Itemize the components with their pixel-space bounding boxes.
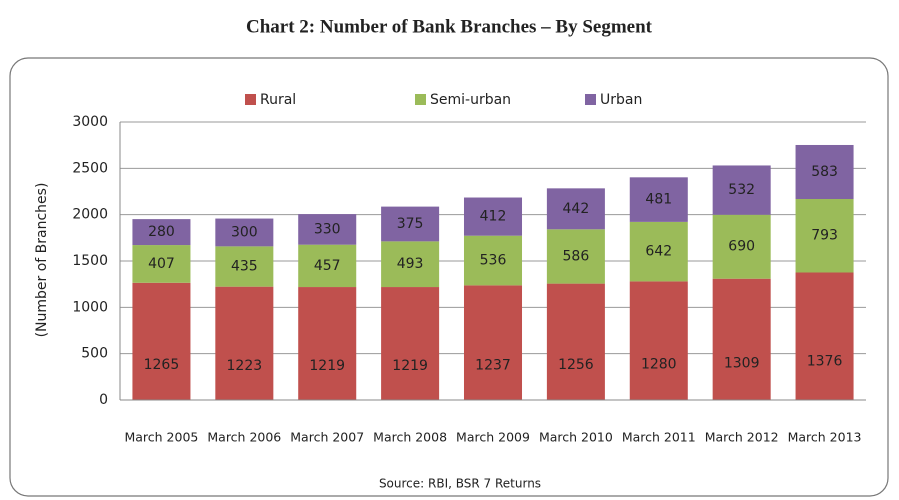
bar-segment <box>298 244 357 288</box>
legend-label: Urban <box>600 92 642 108</box>
data-label: 1376 <box>807 354 843 370</box>
bar-segment <box>381 287 440 400</box>
chart-frame <box>9 57 889 497</box>
legend-label: Semi-urban <box>430 92 511 108</box>
y-tick-label: 1500 <box>72 253 108 269</box>
bar-segment <box>381 241 440 288</box>
data-label: 642 <box>645 244 672 260</box>
bar-segment <box>629 281 688 400</box>
data-label: 586 <box>563 248 590 264</box>
data-label: 412 <box>480 209 507 225</box>
x-tick-label: March 2008 <box>373 430 447 445</box>
bar-segment <box>298 287 357 400</box>
data-label: 1309 <box>724 356 760 372</box>
bar-segment <box>132 282 191 400</box>
data-label: 1237 <box>475 358 511 374</box>
bar-segment <box>795 144 854 200</box>
y-tick-label: 2500 <box>72 160 108 176</box>
bar-segment <box>215 218 274 247</box>
data-label: 493 <box>397 256 424 272</box>
x-tick-label: March 2010 <box>539 430 613 445</box>
data-label: 407 <box>148 256 175 272</box>
bar-segment <box>132 245 191 283</box>
bar-segment <box>712 214 771 279</box>
bar-segment <box>546 283 605 400</box>
data-label: 435 <box>231 259 258 275</box>
legend-label: Rural <box>260 92 296 108</box>
data-label: 690 <box>728 239 755 255</box>
data-label: 481 <box>645 192 672 208</box>
bar-segment <box>298 214 357 245</box>
data-label: 536 <box>480 253 507 269</box>
source-note: Source: RBI, BSR 7 Returns <box>379 477 541 491</box>
data-label: 1265 <box>144 357 180 373</box>
data-label: 793 <box>811 228 838 244</box>
data-label: 583 <box>811 164 838 180</box>
data-label: 532 <box>728 182 755 198</box>
bar-segment <box>463 197 523 236</box>
legend-swatch <box>415 94 426 105</box>
bar-segment <box>795 272 854 400</box>
x-tick-label: March 2013 <box>788 430 862 445</box>
bar-segment <box>215 246 274 287</box>
legend-swatch <box>585 94 596 105</box>
bar-segment <box>712 278 771 400</box>
y-tick-label: 500 <box>81 346 108 362</box>
y-tick-label: 0 <box>99 392 108 408</box>
data-label: 457 <box>314 258 341 274</box>
y-tick-label: 1000 <box>72 299 108 315</box>
bar-segment <box>629 177 688 222</box>
x-tick-label: March 2006 <box>207 430 281 445</box>
bar-segment <box>795 199 854 273</box>
bar-segment <box>463 285 523 400</box>
legend-swatch <box>245 94 256 105</box>
bar-segment <box>546 188 605 230</box>
chart-title: Chart 2: Number of Bank Branches – By Se… <box>246 16 653 37</box>
data-label: 375 <box>397 216 424 232</box>
data-label: 280 <box>148 224 175 240</box>
data-label: 1219 <box>392 358 428 374</box>
data-label: 330 <box>314 221 341 237</box>
x-tick-label: March 2009 <box>456 430 530 445</box>
bar-segment <box>463 235 523 286</box>
bar-segment <box>132 219 191 246</box>
data-label: 1219 <box>309 358 345 374</box>
bar-segment <box>546 229 605 284</box>
y-axis-label: (Number of Branches) <box>34 183 50 338</box>
x-tick-label: March 2005 <box>124 430 198 445</box>
data-label: 442 <box>563 201 590 217</box>
bar-segment <box>629 221 688 282</box>
x-tick-label: March 2007 <box>290 430 364 445</box>
x-tick-label: March 2012 <box>705 430 779 445</box>
data-label: 1256 <box>558 357 594 373</box>
bar-segment <box>712 165 771 215</box>
bar-segment <box>381 206 440 242</box>
data-label: 300 <box>231 224 258 240</box>
data-label: 1223 <box>227 358 263 374</box>
y-tick-label: 3000 <box>72 114 108 130</box>
x-tick-label: March 2011 <box>622 430 696 445</box>
data-label: 1280 <box>641 356 677 372</box>
y-tick-label: 2000 <box>72 207 108 223</box>
bar-segment <box>215 286 274 400</box>
